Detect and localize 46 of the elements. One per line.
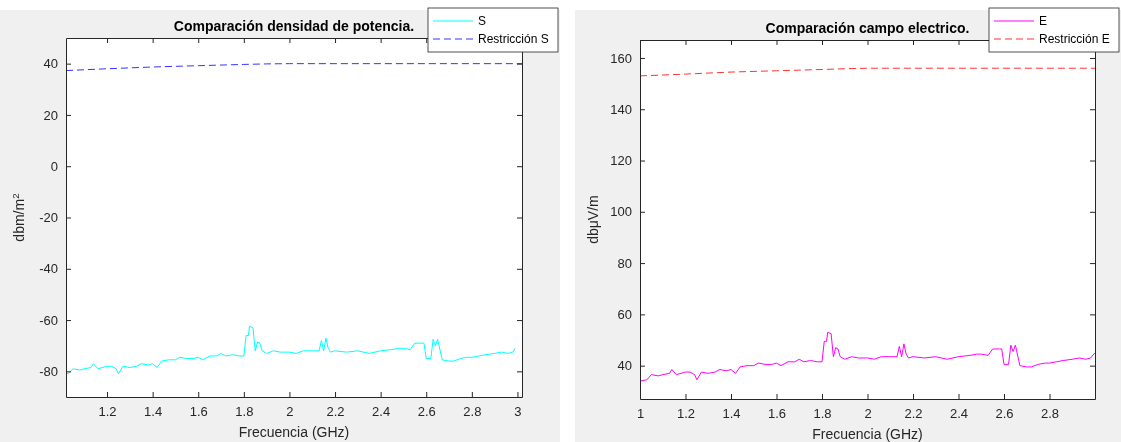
- x-tick-label: 1.4: [144, 404, 163, 420]
- legend-label: S: [478, 14, 487, 28]
- x-tick-label: 2: [286, 404, 294, 420]
- x-tick-label: 1: [636, 406, 645, 422]
- chart-title: Comparación campo electrico.: [765, 20, 970, 36]
- x-tick-label: 1.6: [189, 404, 208, 420]
- x-tick-label: 1.8: [813, 406, 832, 422]
- y-tick-label: 0: [50, 158, 58, 174]
- y-tick-label: 140: [610, 101, 632, 117]
- x-tick-label: 1.4: [722, 406, 741, 422]
- y-tick-label: -80: [39, 364, 58, 380]
- line-series: [66, 325, 516, 375]
- y-tick-label: -60: [39, 312, 58, 328]
- x-axis-title: Frecuencia (GHz): [238, 424, 350, 440]
- y-axis-title: dbμV/m: [585, 195, 601, 244]
- y-tick-label: 160: [610, 50, 632, 66]
- x-tick-label: 2.4: [372, 404, 391, 420]
- line-series: [640, 67, 1095, 77]
- y-tick-label: 100: [610, 204, 632, 220]
- legend-label: Restricción S: [478, 32, 549, 46]
- x-tick-label: 2.2: [904, 406, 923, 422]
- line-series: [640, 331, 1095, 382]
- legend-label: Restricción E: [1039, 32, 1110, 46]
- y-tick-label: -40: [39, 261, 58, 277]
- x-tick-label: 1.8: [235, 404, 254, 420]
- y-tick-label: -20: [39, 210, 58, 226]
- chart-title: Comparación densidad de potencia.: [173, 18, 415, 34]
- x-tick-label: 2.2: [326, 404, 345, 420]
- y-tick-label: 120: [610, 153, 632, 169]
- x-tick-label: 2.6: [995, 406, 1014, 422]
- x-tick-label: 2.8: [463, 404, 482, 420]
- legend-label: E: [1039, 14, 1048, 28]
- x-tick-label: 1.2: [676, 406, 696, 422]
- x-tick-label: 3: [514, 404, 522, 420]
- y-tick-label: 60: [617, 307, 632, 323]
- x-tick-label: 2.4: [949, 406, 969, 422]
- x-tick-label: 2: [864, 406, 872, 422]
- x-tick-label: 2.8: [1040, 406, 1060, 422]
- x-axis-title: Frecuencia (GHz): [812, 426, 923, 442]
- x-tick-label: 2.6: [417, 404, 436, 420]
- y-tick-label: 20: [43, 107, 58, 123]
- y-tick-label: 80: [617, 255, 632, 271]
- x-tick-label: 1.2: [98, 404, 117, 420]
- x-tick-label: 1.6: [767, 406, 787, 422]
- y-tick-label: 40: [617, 358, 632, 374]
- y-tick-label: 40: [43, 56, 58, 72]
